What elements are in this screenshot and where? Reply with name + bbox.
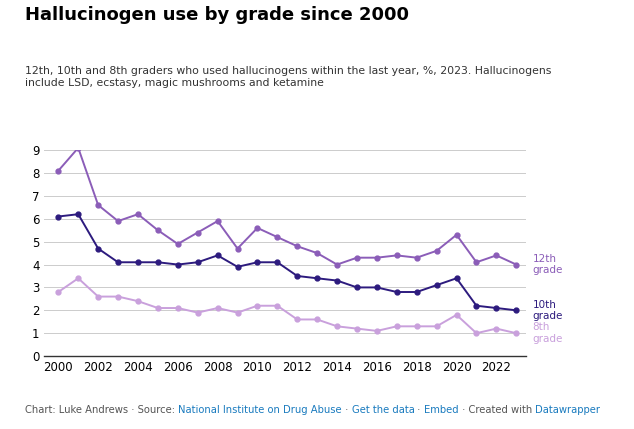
Text: ·: · [342, 405, 352, 415]
Text: · Created with: · Created with [458, 405, 535, 415]
Text: National Institute on Drug Abuse: National Institute on Drug Abuse [179, 405, 342, 415]
Text: Chart: Luke Andrews · Source:: Chart: Luke Andrews · Source: [25, 405, 179, 415]
Text: Embed: Embed [424, 405, 458, 415]
Text: Hallucinogen use by grade since 2000: Hallucinogen use by grade since 2000 [25, 6, 410, 24]
Text: 8th
grade: 8th grade [533, 322, 563, 344]
Text: 12th, 10th and 8th graders who used hallucinogens within the last year, %, 2023.: 12th, 10th and 8th graders who used hall… [25, 66, 552, 88]
Text: 10th
grade: 10th grade [533, 299, 563, 321]
Text: 12th
grade: 12th grade [533, 254, 563, 275]
Text: Get the data: Get the data [352, 405, 415, 415]
Text: ·: · [415, 405, 424, 415]
Text: Datawrapper: Datawrapper [535, 405, 600, 415]
